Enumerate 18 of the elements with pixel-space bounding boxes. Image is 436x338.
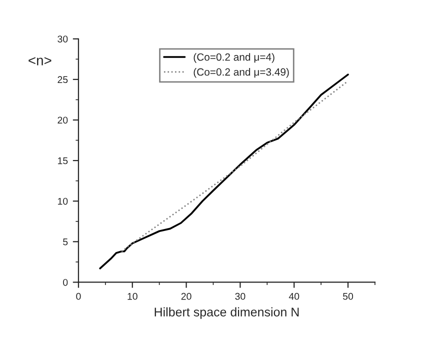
y-tick-label: 25 [58,76,68,84]
line-series [120,80,349,252]
y-axis-title: <n> [28,57,52,66]
x-tick-label: 40 [288,292,300,300]
legend-label: (Co=0.2 and μ=4) [194,53,274,63]
x-tick-label: 50 [342,292,354,300]
y-tick-label: 10 [58,198,68,205]
x-tick-label: 10 [128,292,138,300]
x-tick-label: 0 [76,292,81,300]
x-axis-title: Hilbert space dimension N [154,307,299,319]
y-tick-label: 30 [58,36,68,42]
y-tick-label: 0 [63,278,68,286]
y-tick-label: 5 [63,238,68,246]
legend-label: (Co=0.2 and μ=3.49) [194,68,289,78]
y-tick-label: 15 [58,157,68,164]
x-tick-label: 20 [181,292,192,300]
y-tick-label: 20 [58,116,68,124]
x-tick-label: 30 [235,292,246,300]
